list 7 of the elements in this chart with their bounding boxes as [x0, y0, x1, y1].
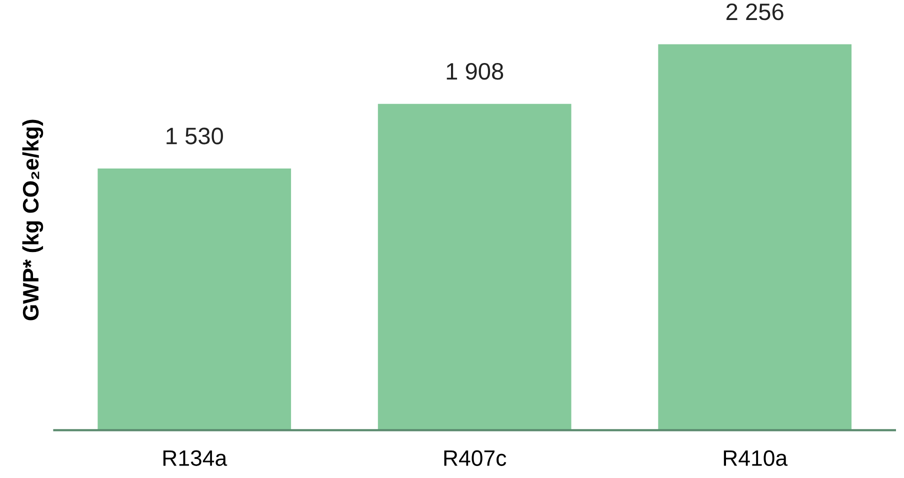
x-tick-label: R407c [444, 450, 506, 466]
data-label: 2 256 [726, 3, 784, 20]
x-tick-label: R134a [163, 450, 228, 466]
data-label: 1 908 [446, 62, 504, 80]
x-tick-label: R410a [724, 450, 788, 466]
y-axis-title: GWP* (kg CO₂e/kg) [22, 120, 44, 320]
data-label: 1 530 [166, 128, 223, 144]
